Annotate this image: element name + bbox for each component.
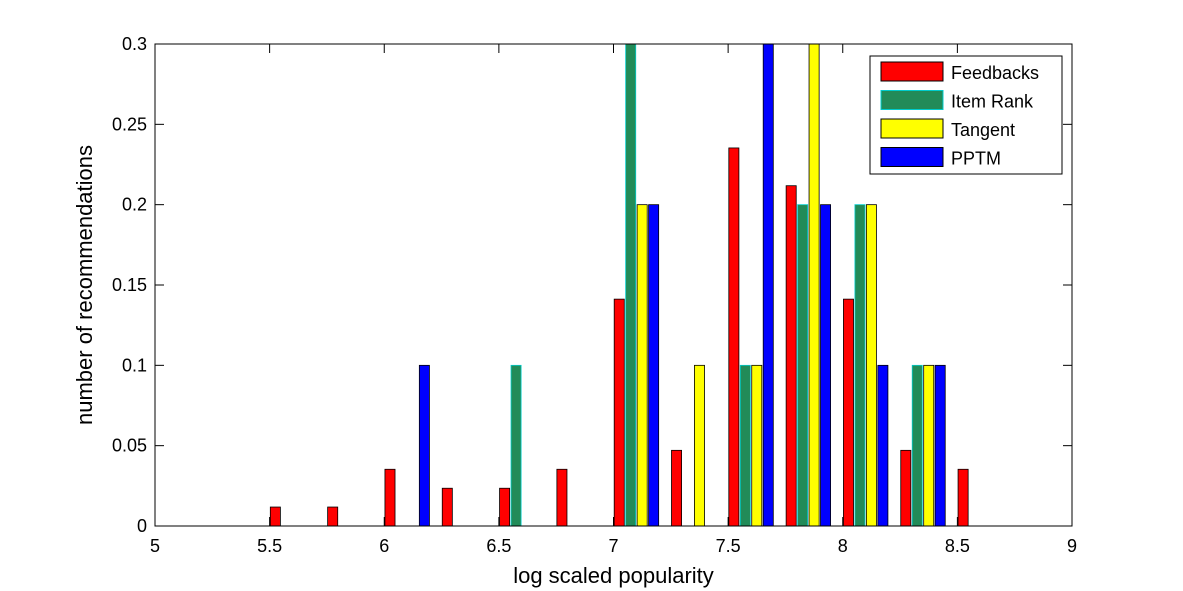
x-axis-label: log scaled popularity [513,563,714,588]
bar-feedbacks-12 [843,298,854,527]
bar-feedbacks-6 [499,487,511,527]
bar-pptm-12 [877,364,889,527]
ticks-layer: 5 5.5 6 6.5 7 7.5 8 8.5 9 0 0.05 0.1 0.15 0.2 0.25 0.3 [112,34,1077,556]
x-tick-label-5: 7.5 [716,536,741,556]
bars-layer [269,43,969,527]
bar-tangent-10 [751,364,763,527]
bar-feedbacks-11 [785,185,797,527]
x-tick-label-1: 5.5 [257,536,282,556]
legend-label-item-rank: Item Rank [951,92,1034,112]
legend: Feedbacks Item Rank Tangent PPTM [869,55,1063,175]
legend-label-tangent: Tangent [951,120,1015,140]
bar-feedbacks-4 [384,468,396,527]
bar-item-rank-12 [854,204,866,527]
y-tick-label-5: 0.25 [112,114,147,134]
legend-swatch-tangent [880,118,944,139]
x-tick-label-6: 8 [838,536,848,556]
x-tick-label-3: 6.5 [486,536,511,556]
bar-tangent-11 [808,43,820,527]
legend-label-pptm: PPTM [951,149,1001,169]
x-tick-label-0: 5 [150,536,160,556]
bar-tangent-12 [865,204,877,527]
x-tick-label-2: 6 [379,536,389,556]
y-tick-label-3: 0.15 [112,275,147,295]
bar-feedbacks-3 [327,506,339,527]
bar-pptm-13 [934,364,946,527]
bar-tangent-9 [694,364,705,527]
bar-pptm-4 [418,364,430,527]
bar-pptm-11 [820,204,832,527]
legend-swatch-feedbacks [880,61,944,82]
bar-feedbacks-7 [556,468,568,527]
bar-feedbacks-5 [441,487,453,527]
bar-item-rank-13 [911,364,923,527]
y-tick-label-1: 0.05 [112,436,147,456]
bar-item-rank-6 [510,364,522,527]
x-tick-label-4: 7 [608,536,618,556]
bar-feedbacks-14 [957,468,969,527]
bar-pptm-8 [648,204,660,527]
x-tick-label-8: 9 [1067,536,1077,556]
bar-tangent-8 [636,204,648,527]
bar-item-rank-8 [625,43,637,527]
y-tick-label-2: 0.1 [122,355,147,375]
y-tick-label-4: 0.2 [122,195,147,215]
legend-swatch-pptm [880,147,944,167]
bar-feedbacks-8 [613,298,625,527]
bar-feedbacks-10 [728,147,740,527]
bar-feedbacks-9 [671,449,682,527]
bar-feedbacks-2 [269,506,281,527]
bar-pptm-10 [762,43,774,527]
y-tick-label-6: 0.3 [122,34,147,54]
bar-feedbacks-13 [900,449,912,527]
bar-item-rank-11 [797,204,809,527]
bar-tangent-13 [923,364,935,527]
legend-swatch-item-rank [880,90,944,110]
x-tick-label-7: 8.5 [945,536,970,556]
bar-item-rank-10 [739,364,751,527]
legend-label-feedbacks: Feedbacks [951,63,1039,83]
y-axis-label: number of recommendations [72,145,97,425]
y-tick-label-0: 0 [137,516,147,536]
